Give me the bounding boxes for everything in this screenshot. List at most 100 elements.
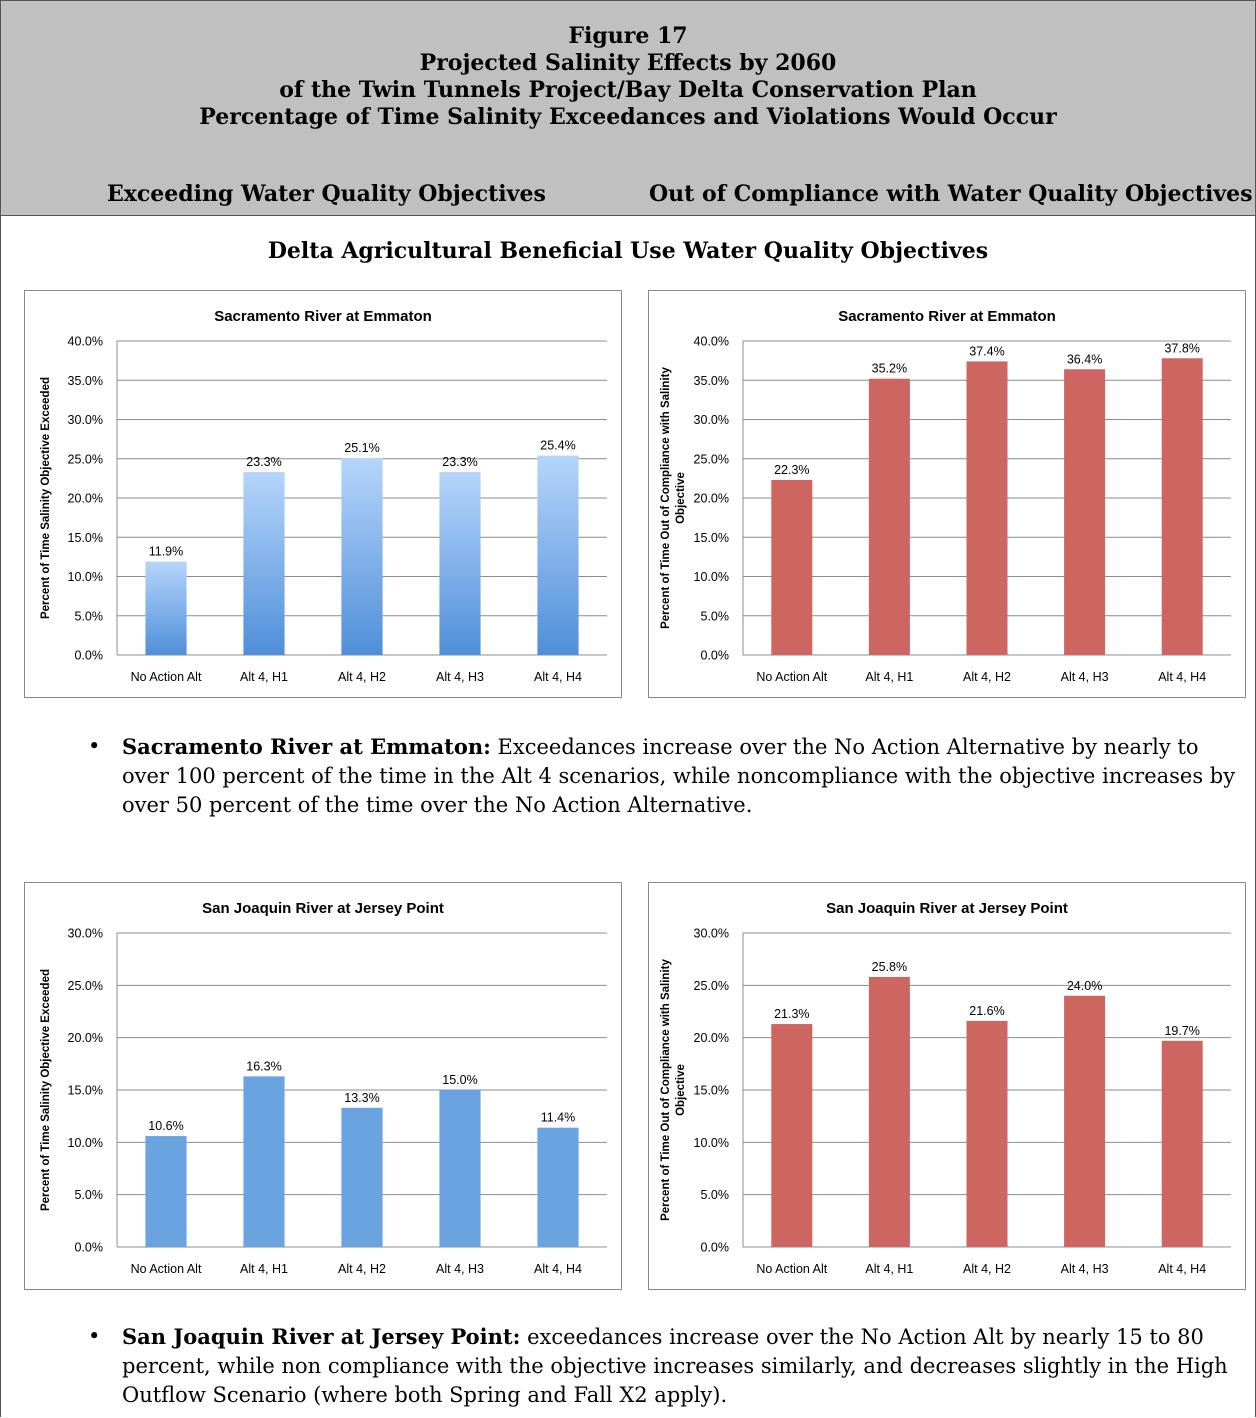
data-label: 11.4% [541, 1111, 576, 1125]
x-tick-label: Alt 4, H1 [240, 670, 288, 684]
y-tick-label: 25.0% [68, 452, 103, 466]
y-tick-label: 30.0% [694, 927, 729, 941]
figure-header: Figure 17 Projected Salinity Effects by … [1, 1, 1255, 216]
data-label: 35.2% [872, 362, 907, 376]
y-tick-label: 20.0% [68, 1031, 103, 1045]
chart-title: San Joaquin River at Jersey Point [202, 900, 444, 917]
bullet-sanjoaquin: • San Joaquin River at Jersey Point: exc… [88, 1322, 1248, 1412]
bar [341, 1107, 383, 1247]
bullet-text: Exceedances increase over the No Action … [122, 735, 1236, 817]
chart-sacramento-exceeded: Sacramento River at Emmaton 0.0% 5.0% 10.0%… [40, 308, 607, 684]
figure-title-line-1: Projected Salinity Effects by 2060 [419, 50, 837, 76]
x-tick-label: Alt 4, H1 [240, 1262, 288, 1276]
bullet-sacramento: • Sacramento River at Emmaton: Exceedanc… [88, 732, 1248, 822]
x-tick-label: Alt 4, H2 [963, 670, 1011, 684]
data-label: 21.3% [774, 1007, 809, 1021]
x-tick-label: Alt 4, H1 [865, 1262, 913, 1276]
section-title: Delta Agricultural Beneficial Use Water … [267, 238, 989, 264]
data-label: 37.8% [1164, 341, 1199, 355]
data-label: 15.0% [442, 1073, 477, 1087]
x-tick-label: Alt 4, H3 [1061, 1262, 1109, 1276]
chart-panel-sacramento-noncompliance: Sacramento River at Emmaton 0.0% 5.0% 10.0%… [648, 290, 1246, 698]
bar [966, 361, 1008, 655]
bar [1064, 369, 1106, 655]
data-label: 25.1% [344, 441, 379, 455]
x-tick-label: Alt 4, H2 [963, 1262, 1011, 1276]
y-axis-label: Percent of Time Out of Compliance with S… [660, 959, 672, 1221]
y-tick-label: 35.0% [694, 374, 729, 388]
bullet-dot: • [88, 734, 101, 758]
bar [868, 976, 910, 1247]
data-label: 23.3% [246, 455, 281, 469]
bar [341, 457, 383, 655]
x-tick-label: No Action Alt [756, 670, 827, 684]
y-tick-label: 15.0% [694, 531, 729, 545]
data-label: 23.3% [442, 455, 477, 469]
chart-sacramento-noncompliance: Sacramento River at Emmaton 0.0% 5.0% 10.0%… [660, 308, 1231, 684]
y-axis-label: Objective [675, 472, 687, 524]
y-tick-label: 0.0% [701, 649, 730, 663]
y-tick-label: 10.0% [68, 570, 103, 584]
chart-panel-sacramento-exceeded: Sacramento River at Emmaton 0.0% 5.0% 10.0%… [24, 290, 622, 698]
data-label: 22.3% [774, 463, 809, 477]
y-tick-label: 40.0% [694, 335, 729, 349]
bar [243, 472, 285, 655]
chart-sanjoaquin-exceeded: San Joaquin River at Jersey Point 0.0% 5.0… [40, 900, 607, 1276]
x-tick-label: No Action Alt [131, 670, 202, 684]
figure-title-line-3: Percentage of Time Salinity Exceedances … [199, 104, 1057, 130]
bullet-heading: Sacramento River at Emmaton: [122, 734, 491, 759]
y-tick-label: 20.0% [694, 1031, 729, 1045]
data-label: 13.3% [344, 1091, 379, 1105]
chart-title: San Joaquin River at Jersey Point [826, 900, 1068, 917]
y-tick-label: 10.0% [694, 570, 729, 584]
x-tick-label: Alt 4, H4 [534, 1262, 582, 1276]
y-tick-label: 0.0% [701, 1241, 730, 1255]
bar [966, 1020, 1008, 1247]
y-tick-label: 5.0% [75, 1188, 104, 1202]
data-label: 11.9% [149, 545, 184, 559]
y-tick-label: 30.0% [694, 413, 729, 427]
data-label: 16.3% [246, 1059, 281, 1073]
data-label: 19.7% [1164, 1024, 1199, 1038]
bar [537, 455, 579, 655]
x-tick-label: Alt 4, H4 [1158, 670, 1206, 684]
bar [771, 479, 813, 655]
x-tick-label: No Action Alt [131, 1262, 202, 1276]
x-tick-label: Alt 4, H3 [1061, 670, 1109, 684]
bar [145, 561, 187, 655]
bar [771, 1024, 813, 1247]
data-label: 10.6% [148, 1119, 183, 1133]
x-tick-label: Alt 4, H2 [338, 670, 386, 684]
right-column-header: Out of Compliance with Water Quality Obj… [649, 181, 1253, 207]
y-tick-label: 15.0% [68, 1084, 103, 1098]
x-tick-label: Alt 4, H1 [865, 670, 913, 684]
y-axis-label: Percent of Time Salinity Objective Excee… [40, 377, 52, 619]
y-tick-label: 25.0% [694, 979, 729, 993]
y-tick-label: 25.0% [68, 979, 103, 993]
y-axis-label: Percent of Time Salinity Objective Excee… [40, 969, 52, 1211]
y-tick-label: 5.0% [701, 609, 730, 623]
bar [439, 472, 481, 655]
data-label: 24.0% [1067, 979, 1102, 993]
figure-number: Figure 17 [568, 23, 688, 49]
y-axis-label: Percent of Time Out of Compliance with S… [660, 367, 672, 629]
y-tick-label: 10.0% [694, 1136, 729, 1150]
data-label: 36.4% [1067, 352, 1102, 366]
chart-title: Sacramento River at Emmaton [838, 308, 1056, 325]
data-label: 25.8% [872, 960, 907, 974]
x-tick-label: Alt 4, H4 [534, 670, 582, 684]
y-tick-label: 15.0% [68, 531, 103, 545]
bullet-dot: • [88, 1324, 101, 1348]
x-tick-label: Alt 4, H2 [338, 1262, 386, 1276]
bar [868, 378, 910, 655]
bar [1161, 358, 1203, 655]
x-tick-label: Alt 4, H3 [436, 670, 484, 684]
bar [537, 1127, 579, 1247]
chart-panel-sanjoaquin-exceeded: San Joaquin River at Jersey Point 0.0% 5.0… [24, 882, 622, 1290]
y-tick-label: 20.0% [68, 492, 103, 506]
x-tick-label: No Action Alt [756, 1262, 827, 1276]
data-label: 37.4% [969, 344, 1004, 358]
bar [1161, 1040, 1203, 1247]
chart-title: Sacramento River at Emmaton [214, 308, 432, 325]
y-tick-label: 10.0% [68, 1136, 103, 1150]
